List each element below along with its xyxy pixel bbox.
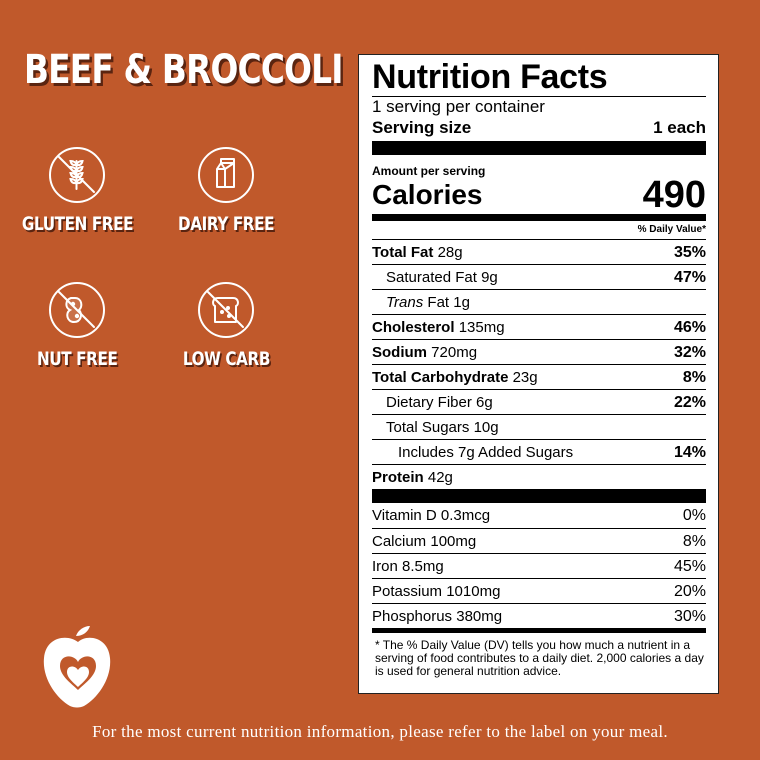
amount-per-serving: Amount per serving: [372, 164, 486, 178]
vitamin-dv: 0%: [682, 507, 706, 524]
daily-value-footnote: * The % Daily Value (DV) tells you how m…: [375, 638, 704, 678]
nutrient-amount: 23g: [512, 369, 538, 386]
badge-dairy-free: DAIRY FREE: [151, 147, 301, 235]
thick-divider: [372, 489, 706, 503]
nutrient-amount: 720mg: [431, 344, 478, 361]
vitamin-amount: 100mg: [430, 533, 477, 550]
nutrient-label-suffix: Fat: [427, 294, 450, 311]
nutrient-label: Cholesterol: [372, 319, 455, 336]
nutrient-label: Saturated Fat: [386, 269, 477, 286]
calories-value: 490: [642, 174, 706, 216]
nutrient-dv: 46%: [673, 319, 706, 336]
nutrient-row-total-fat: Total Fat 28g 35%: [372, 239, 706, 264]
nutrient-label: Trans: [386, 294, 424, 311]
medium-divider: [372, 628, 706, 633]
vitamin-amount: 1010mg: [446, 583, 501, 600]
nutrient-row-sodium: Sodium 720mg 32%: [372, 339, 706, 364]
vitamin-dv: 20%: [673, 583, 706, 600]
page-title: BEEF & BROCCOLI: [24, 47, 343, 93]
vitamin-dv: 8%: [682, 533, 706, 550]
nutrient-amount: 10g: [473, 419, 499, 436]
nutrient-row-trans-fat: Trans Fat 1g: [372, 289, 706, 314]
nutrition-facts: Nutrition Facts 1 serving per container …: [372, 58, 706, 678]
nutrient-row-total-sugars: Total Sugars 10g: [372, 414, 706, 439]
milk-carton-icon: [198, 147, 254, 203]
serving-size-row: Serving size 1 each: [372, 117, 706, 139]
vitamin-row-potassium: Potassium 1010mg 20%: [372, 578, 706, 603]
nutrient-label: Sodium: [372, 344, 427, 361]
vitamin-label: Phosphorus: [372, 608, 453, 625]
nutrient-dv: 22%: [673, 394, 706, 411]
servings-per-container: 1 serving per container: [372, 97, 545, 116]
nutrient-row-added-sugars: Includes 7g Added Sugars 14%: [372, 439, 706, 464]
nutrient-amount: 6g: [476, 394, 493, 411]
nutrient-row-saturated-fat: Saturated Fat 9g 47%: [372, 264, 706, 289]
nutrient-dv: 14%: [673, 444, 706, 461]
vitamin-label: Calcium: [372, 533, 427, 550]
nutrition-panel: [358, 54, 719, 694]
badge-low-carb: LOW CARB: [151, 282, 301, 370]
vitamin-label: Potassium: [372, 583, 443, 600]
vitamin-row-iron: Iron 8.5mg 45%: [372, 553, 706, 578]
nutrient-amount: 135mg: [458, 319, 505, 336]
medium-divider: [372, 214, 706, 221]
nutrient-amount: 9g: [481, 269, 498, 286]
vitamin-label: Iron: [372, 558, 398, 575]
vitamin-row-vitamin-d: Vitamin D 0.3mcg 0%: [372, 503, 706, 528]
nutrient-row-protein: Protein 42g: [372, 464, 706, 489]
calories-label: Calories: [372, 179, 483, 210]
calories-row: Calories 490: [372, 174, 706, 216]
nutrient-dv: 8%: [682, 369, 706, 386]
daily-value-header: % Daily Value*: [637, 224, 706, 235]
badge-label: DAIRY FREE: [177, 213, 275, 235]
vitamin-row-phosphorus: Phosphorus 380mg 30%: [372, 603, 706, 628]
nutrient-amount: 1g: [453, 294, 470, 311]
vitamin-amount: 0.3mcg: [440, 507, 491, 524]
nutrient-label: Dietary Fiber: [386, 394, 472, 411]
nutrient-label: Total Sugars: [386, 419, 470, 436]
thick-divider: [372, 141, 706, 155]
nutrient-label: Total Carbohydrate: [372, 369, 509, 386]
nutrient-label: Includes 7g Added Sugars: [398, 444, 574, 461]
badge-label: LOW CARB: [182, 348, 270, 370]
divider: [372, 96, 706, 97]
badge-label: GLUTEN FREE: [21, 213, 133, 235]
nutrient-row-total-carbohydrate: Total Carbohydrate 23g 8%: [372, 364, 706, 389]
vitamin-row-calcium: Calcium 100mg 8%: [372, 528, 706, 553]
peanut-crossed-icon: [49, 282, 105, 338]
vitamin-amount: 8.5mg: [402, 558, 444, 575]
nutrient-dv: 32%: [673, 344, 706, 361]
nutrient-dv: 35%: [673, 244, 706, 261]
nutrient-label: Protein: [372, 469, 424, 486]
nutrient-amount: 42g: [427, 469, 453, 486]
badge-label: NUT FREE: [36, 348, 118, 370]
badge-nut-free: NUT FREE: [2, 282, 152, 370]
apple-heart-logo-icon: [38, 622, 118, 712]
nutrient-amount: 28g: [437, 244, 463, 261]
serving-size-value: 1 each: [653, 118, 706, 137]
vitamin-dv: 45%: [673, 558, 706, 575]
nutrient-dv: 47%: [673, 269, 706, 286]
nutrient-label: Total Fat: [372, 244, 434, 261]
vitamin-amount: 380mg: [456, 608, 503, 625]
vitamin-label: Vitamin D: [372, 507, 437, 524]
nutrient-row-dietary-fiber: Dietary Fiber 6g 22%: [372, 389, 706, 414]
nutrient-row-cholesterol: Cholesterol 135mg 46%: [372, 314, 706, 339]
bread-crossed-icon: [198, 282, 254, 338]
footer-note: For the most current nutrition informati…: [92, 722, 668, 741]
serving-size-label: Serving size: [372, 118, 472, 137]
badge-gluten-free: GLUTEN FREE: [2, 147, 152, 235]
nutrition-facts-title: Nutrition Facts: [372, 58, 608, 96]
wheat-crossed-icon: [49, 147, 105, 203]
vitamin-dv: 30%: [673, 608, 706, 625]
